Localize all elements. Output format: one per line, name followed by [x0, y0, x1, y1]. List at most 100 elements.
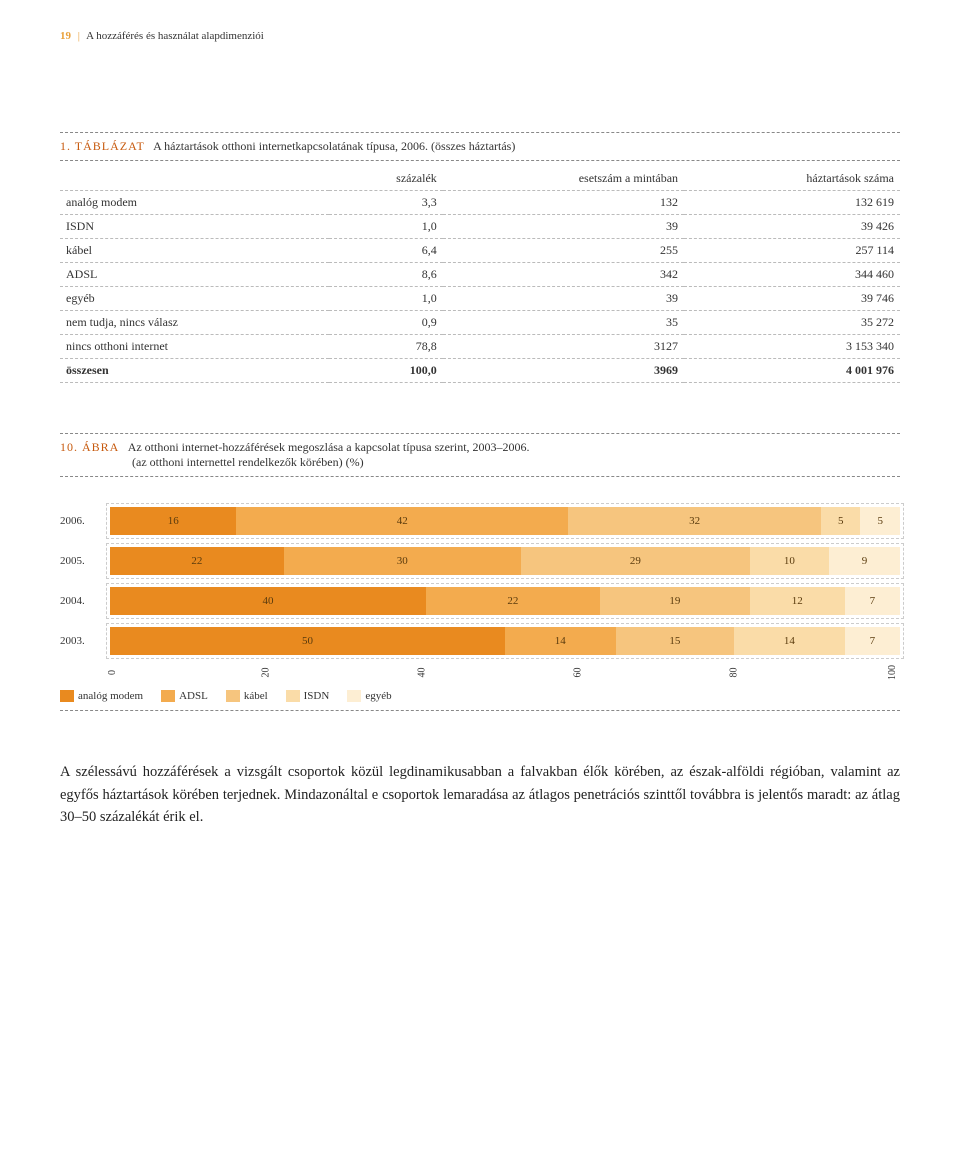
chart-segment: 22 — [426, 587, 600, 615]
chart-segment: 7 — [845, 627, 900, 655]
chart-segment: 10 — [750, 547, 829, 575]
rule — [60, 433, 900, 434]
legend-item: ADSL — [161, 690, 208, 702]
chart-caption: 10. ÁBRA Az otthoni internet-hozzáférése… — [60, 440, 900, 470]
chart-segment: 16 — [110, 507, 236, 535]
totals-cases: 3969 — [443, 359, 684, 383]
axis-tick: 20 — [261, 668, 272, 678]
table-totals-row: összesen 100,0 3969 4 001 976 — [60, 359, 900, 383]
chart-bar-row: 2003.501415147 — [60, 627, 900, 655]
header-title: A hozzáférés és használat alapdimenziói — [86, 30, 264, 42]
table-cell: 39 426 — [684, 215, 900, 239]
chart-axis: 0 20 40 60 80 100 — [110, 667, 900, 678]
table-cell: 132 619 — [684, 191, 900, 215]
table-cell: 6,4 — [329, 239, 443, 263]
data-table: százalék esetszám a mintában háztartások… — [60, 167, 900, 383]
chart-bar: 16423255 — [110, 507, 900, 535]
table-cell: 1,0 — [329, 215, 443, 239]
table-row: kábel6,4255257 114 — [60, 239, 900, 263]
chart-year-label: 2004. — [60, 595, 110, 607]
legend-label: ISDN — [304, 690, 330, 702]
chart-segment: 15 — [616, 627, 735, 655]
col-households: háztartások száma — [684, 167, 900, 191]
axis-tick: 0 — [107, 670, 118, 675]
totals-label: összesen — [60, 359, 329, 383]
table-cell: 3 153 340 — [684, 335, 900, 359]
chart-segment: 5 — [821, 507, 861, 535]
axis-tick: 60 — [573, 668, 584, 678]
table-cell: 3,3 — [329, 191, 443, 215]
table-cell: 39 — [443, 215, 684, 239]
stacked-bar-chart: 2006.164232552005.2230291092004.40221912… — [60, 507, 900, 711]
chart-segment: 9 — [829, 547, 900, 575]
totals-hh: 4 001 976 — [684, 359, 900, 383]
chart-segment: 19 — [600, 587, 750, 615]
legend-swatch — [226, 690, 240, 702]
legend-label: kábel — [244, 690, 268, 702]
table-row: egyéb1,03939 746 — [60, 287, 900, 311]
header-separator: | — [78, 30, 80, 42]
chart-segment: 42 — [236, 507, 568, 535]
chart-bar: 402219127 — [110, 587, 900, 615]
table-cell: ISDN — [60, 215, 329, 239]
chart-year-label: 2003. — [60, 635, 110, 647]
table-cell: 39 — [443, 287, 684, 311]
chart-segment: 14 — [505, 627, 616, 655]
chart-segment: 7 — [845, 587, 900, 615]
table-cell: 1,0 — [329, 287, 443, 311]
table-caption: 1. TÁBLÁZAT A háztartások otthoni intern… — [60, 139, 900, 154]
table-cell: kábel — [60, 239, 329, 263]
table-cell: 35 — [443, 311, 684, 335]
table-row: ADSL8,6342344 460 — [60, 263, 900, 287]
rule — [60, 132, 900, 133]
col-blank — [60, 167, 329, 191]
legend-item: kábel — [226, 690, 268, 702]
chart-bar-row: 2005.223029109 — [60, 547, 900, 575]
legend-swatch — [161, 690, 175, 702]
chart-caption-label: 10. ÁBRA — [60, 440, 119, 454]
chart-segment: 30 — [284, 547, 521, 575]
axis-tick: 80 — [729, 668, 740, 678]
axis-tick: 100 — [887, 665, 898, 680]
table-cell: 8,6 — [329, 263, 443, 287]
chart-segment: 5 — [860, 507, 900, 535]
table-caption-label: 1. TÁBLÁZAT — [60, 139, 145, 153]
page-number: 19 — [60, 30, 71, 42]
table-cell: analóg modem — [60, 191, 329, 215]
table-cell: nincs otthoni internet — [60, 335, 329, 359]
table-row: nem tudja, nincs válasz0,93535 272 — [60, 311, 900, 335]
rule — [60, 160, 900, 161]
legend-swatch — [347, 690, 361, 702]
chart-segment: 29 — [521, 547, 750, 575]
table-cell: 78,8 — [329, 335, 443, 359]
page-header: 19 | A hozzáférés és használat alapdimen… — [60, 30, 900, 42]
chart-year-label: 2005. — [60, 555, 110, 567]
table-cell: nem tudja, nincs válasz — [60, 311, 329, 335]
table-cell: 35 272 — [684, 311, 900, 335]
legend-item: analóg modem — [60, 690, 143, 702]
table-cell: egyéb — [60, 287, 329, 311]
table-cell: 255 — [443, 239, 684, 263]
chart-caption-line1: Az otthoni internet-hozzáférések megoszl… — [128, 440, 530, 454]
chart-segment: 22 — [110, 547, 284, 575]
table-cell: ADSL — [60, 263, 329, 287]
axis-tick: 40 — [417, 668, 428, 678]
rule — [60, 476, 900, 477]
table-caption-text: A háztartások otthoni internetkapcsolatá… — [153, 139, 515, 153]
table-cell: 342 — [443, 263, 684, 287]
legend-item: ISDN — [286, 690, 330, 702]
chart-year-label: 2006. — [60, 515, 110, 527]
chart-segment: 32 — [568, 507, 821, 535]
table-header-row: százalék esetszám a mintában háztartások… — [60, 167, 900, 191]
chart-bar: 223029109 — [110, 547, 900, 575]
table-cell: 344 460 — [684, 263, 900, 287]
legend-swatch — [286, 690, 300, 702]
rule — [60, 710, 900, 711]
table-row: analóg modem3,3132132 619 — [60, 191, 900, 215]
body-paragraph: A szélessávú hozzáférések a vizsgált cso… — [60, 761, 900, 828]
legend-label: egyéb — [365, 690, 391, 702]
legend-label: analóg modem — [78, 690, 143, 702]
table-cell: 257 114 — [684, 239, 900, 263]
table-cell: 132 — [443, 191, 684, 215]
table-row: nincs otthoni internet78,831273 153 340 — [60, 335, 900, 359]
